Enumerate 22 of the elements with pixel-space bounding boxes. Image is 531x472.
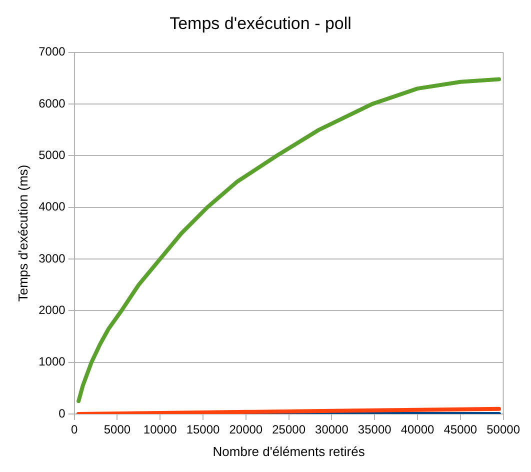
x-axis-title: Nombre d'éléments retirés [212,444,366,459]
x-tick-label: 40000 [400,422,435,437]
x-tick-label: 15000 [186,422,220,437]
x-tick-label: 10000 [143,422,178,437]
x-tick-label: 20000 [229,422,263,437]
x-tick-label: 45000 [444,422,478,437]
y-tick-label: 1000 [38,354,66,369]
y-axis-title: Temps d'exécution (ms) [15,164,30,302]
chart-title: Temps d'exécution - poll [170,14,352,33]
y-tick-label: 3000 [38,251,66,266]
y-tick-label: 0 [58,406,66,420]
x-tick-label: 30000 [315,422,349,437]
x-tick-label: 50000 [486,422,520,437]
y-tick-label: 7000 [38,44,66,59]
y-tick-label: 5000 [38,148,66,162]
x-tick-label: 25000 [272,422,306,437]
y-tick-label: 2000 [38,303,66,317]
x-tick-label: 35000 [358,422,392,437]
y-tick-label: 6000 [38,96,66,110]
y-tick-label: 4000 [38,200,66,214]
x-tick-label: 0 [70,422,78,437]
x-tick-label: 5000 [104,422,131,437]
